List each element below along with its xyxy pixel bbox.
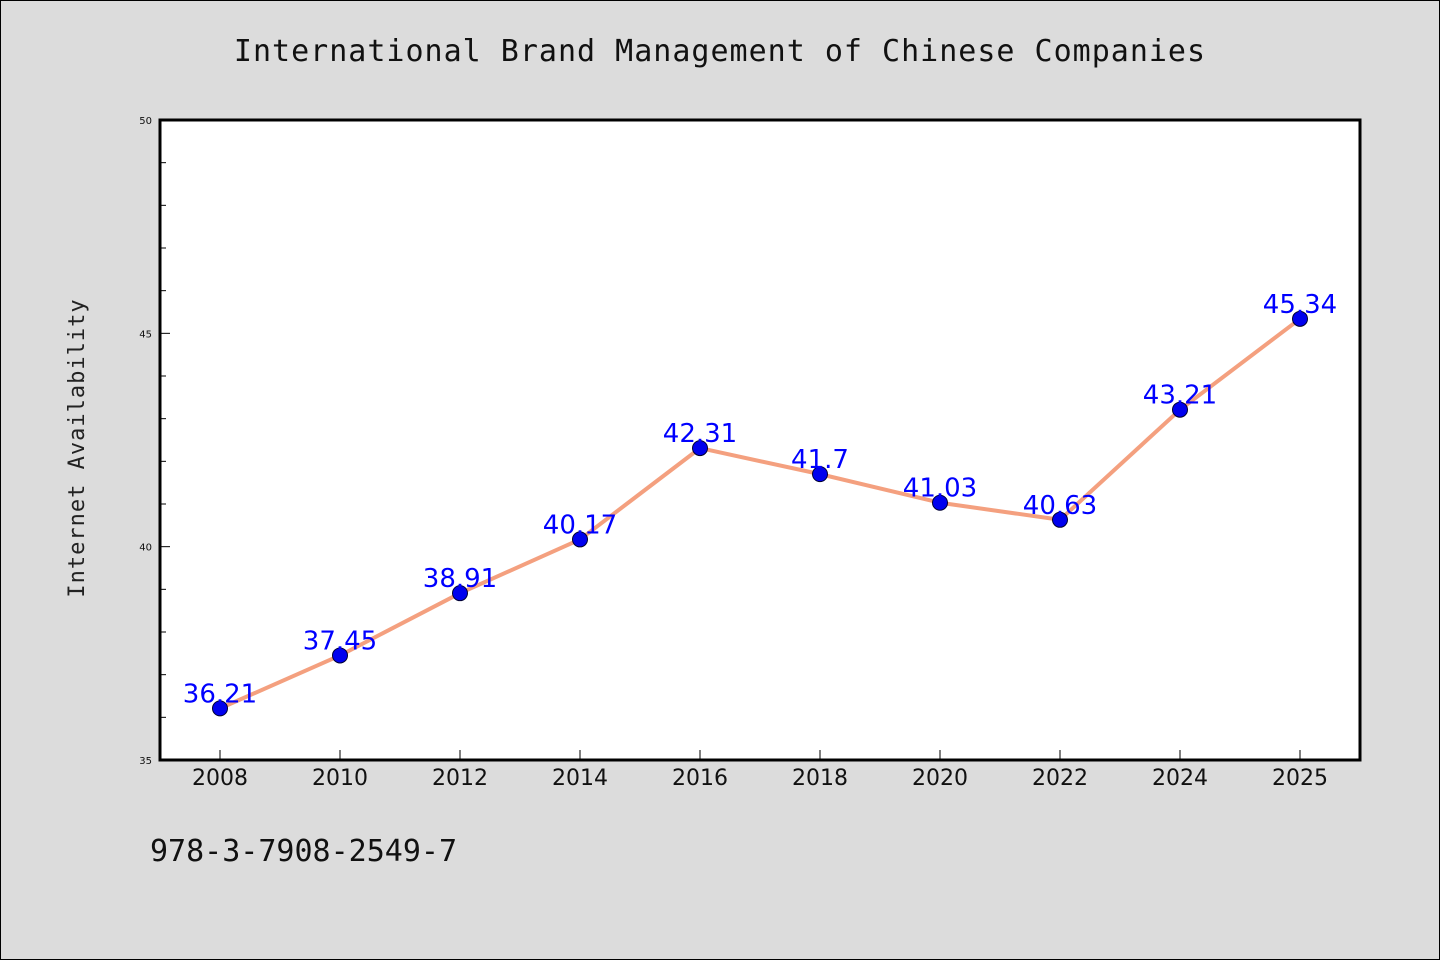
data-point [1052,511,1068,528]
y-tick-label: 40 [139,543,152,554]
chart-title: International Brand Management of Chines… [233,34,1207,69]
x-tick-label: 2010 [312,766,368,791]
data-point [452,585,468,602]
y-tick-label: 45 [139,329,152,340]
x-tick-label: 2014 [552,766,608,791]
x-tick-label: 2008 [192,766,248,791]
x-tick-label: 2022 [1032,766,1088,791]
y-tick-label: 35 [139,756,152,767]
x-tick-label: 2025 [1272,766,1328,791]
data-labels: 36.21 37.45 38.91 40.17 42.31 41.7 41.03 40.63 4… [183,290,1337,710]
isbn-text: 978-3-7908-2549-7 [150,834,458,869]
series-line [218,316,1302,711]
data-point [212,700,228,717]
data-label: 43.21 [1143,381,1217,411]
data-label: 37.45 [303,626,377,656]
data-label: 40.63 [1023,491,1097,521]
data-label: 40.17 [543,510,617,540]
data-label: 41.03 [903,474,977,504]
data-point [692,440,708,457]
plot-area [160,120,1360,760]
data-label: 36.21 [183,679,257,709]
y-tick-label: 50 [139,116,152,127]
series-markers [212,310,1308,717]
data-point [1172,401,1188,418]
data-point [812,466,828,483]
data-point [332,647,348,664]
x-tick-label: 2018 [792,766,848,791]
x-tick-label: 2024 [1152,766,1208,791]
data-label: 42.31 [663,419,737,449]
y-axis-label: Internet Availability [65,298,90,597]
x-tick-label: 2020 [912,766,968,791]
x-tick-label: 2016 [672,766,728,791]
plot-border [158,118,1362,762]
data-point [932,494,948,511]
data-label: 45.34 [1263,290,1337,320]
data-label: 41.7 [791,445,849,475]
data-point [1292,310,1308,327]
x-tick-label: 2012 [432,766,488,791]
data-point [572,531,588,548]
x-axis: 2008 2010 2012 2014 2016 2018 2020 2022 2024 2025 [192,750,1328,791]
data-label: 38.91 [423,564,497,594]
